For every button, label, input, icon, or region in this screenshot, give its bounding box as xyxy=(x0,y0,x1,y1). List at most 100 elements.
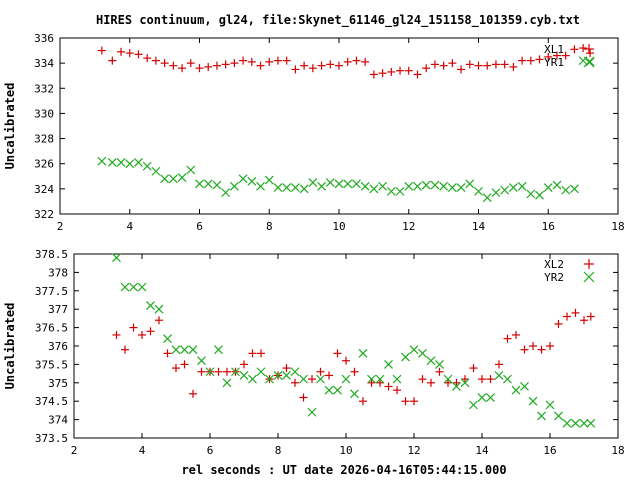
top-xl1-point xyxy=(465,60,474,69)
top-xl1-point xyxy=(396,66,405,75)
bottom-yr2-point xyxy=(197,356,206,366)
bottom-xl2-point xyxy=(163,349,172,358)
top-xl1-point xyxy=(256,61,265,70)
top-yr1-point xyxy=(142,161,152,171)
top-x-tick-label: 14 xyxy=(472,220,486,233)
bottom-xl2-point xyxy=(444,378,452,387)
top-y-tick-label: 324 xyxy=(34,183,54,196)
top-xl1-point xyxy=(300,61,309,70)
bottom-xl2-point xyxy=(308,375,316,384)
top-legend: XL1 YR1 xyxy=(544,43,595,69)
top-xl1-point xyxy=(143,54,152,63)
top-xl1-point xyxy=(535,55,544,64)
top-yr1-point xyxy=(151,166,161,176)
top-yr1-point xyxy=(256,181,265,191)
bottom-legend-label-1: XL2 xyxy=(544,258,564,271)
top-xl1-point xyxy=(552,51,561,60)
bottom-yr2-point xyxy=(273,371,283,380)
top-data-points xyxy=(97,44,595,203)
top-yr1-point xyxy=(299,184,309,194)
top-yr1-point xyxy=(482,193,492,203)
top-xl1-point xyxy=(125,49,134,58)
top-x-tick-label: 16 xyxy=(542,220,555,233)
top-xl1-point xyxy=(239,56,248,65)
top-xl1-point xyxy=(439,61,448,70)
bottom-xl2-point xyxy=(291,378,299,387)
bottom-y-tick-label: 376.5 xyxy=(35,322,68,335)
top-xl1-point xyxy=(97,46,106,55)
bottom-legend: XL2 YR2 xyxy=(544,258,595,284)
top-xl1-point xyxy=(378,69,387,78)
bottom-xl2-point xyxy=(257,349,265,358)
bottom-xl2-point xyxy=(359,397,367,406)
bottom-xl2-point xyxy=(469,364,478,373)
bottom-xl2-point xyxy=(554,319,563,328)
bottom-yr2-point xyxy=(163,334,172,344)
top-yr1-point xyxy=(177,173,187,182)
bottom-y-tick-label: 378 xyxy=(48,266,68,279)
bottom-yr2-point xyxy=(520,382,529,391)
top-yr1-point xyxy=(552,180,562,190)
bottom-yr2-point xyxy=(469,400,478,410)
bottom-xl2-point xyxy=(435,367,444,376)
bottom-xl2-point xyxy=(384,382,393,391)
bottom-yr2-point xyxy=(367,374,376,384)
bottom-x-tick-label: 2 xyxy=(71,444,78,457)
bottom-yr2-point xyxy=(324,385,334,395)
bottom-xl2-point xyxy=(503,334,512,343)
bottom-yr2-point xyxy=(188,345,198,355)
top-x-tick-label: 18 xyxy=(611,220,624,233)
bottom-xl2-point xyxy=(189,389,197,398)
bottom-xl2-point xyxy=(452,378,461,387)
top-yr1-point xyxy=(264,175,274,185)
bottom-plot-panel: Uncalibrated 2 4 6 8 10 12 14 16 18 373.5 374 374.5… xyxy=(3,248,625,477)
bottom-x-tick-label: 6 xyxy=(207,444,214,457)
bottom-yr2-point xyxy=(180,345,189,355)
top-yr1-point xyxy=(212,180,222,190)
top-xl1-point xyxy=(404,66,413,75)
bottom-yr2-point xyxy=(486,393,495,402)
bottom-xl2-point xyxy=(586,312,595,321)
bottom-yr2-point xyxy=(222,378,232,388)
top-yr1-point xyxy=(395,186,405,196)
top-xl1-point xyxy=(413,70,422,79)
bottom-xl2-point xyxy=(393,386,401,395)
top-xl1-point xyxy=(204,62,213,71)
top-yr1-point xyxy=(439,181,449,191)
bottom-xl2-point xyxy=(478,375,486,384)
top-xl1-point xyxy=(134,50,143,59)
top-xl1-point xyxy=(430,60,439,69)
bottom-yr2-point xyxy=(426,356,436,366)
top-yr1-point xyxy=(125,159,135,169)
top-yr1-point xyxy=(386,186,396,196)
top-y-tick-label: 334 xyxy=(34,57,54,70)
top-yr1-point xyxy=(421,180,431,190)
top-xl1-point xyxy=(509,62,518,71)
bottom-yr2-point xyxy=(307,407,317,417)
bottom-yr2-point xyxy=(282,371,291,380)
top-yr1-point xyxy=(535,190,544,200)
bottom-yr2-point xyxy=(231,367,240,377)
bottom-data-points xyxy=(112,253,596,428)
top-yr1-point xyxy=(247,176,257,186)
top-xl1-point xyxy=(544,52,553,61)
top-xl1-point xyxy=(230,59,239,68)
bottom-x-tick-label: 8 xyxy=(275,444,282,457)
top-xl1-point xyxy=(474,61,483,70)
top-yr1-point xyxy=(369,184,379,194)
top-yr1-point xyxy=(585,57,595,67)
top-yr1-point xyxy=(203,179,213,189)
bottom-yr2-point xyxy=(316,374,325,384)
x-axis-label: rel seconds : UT date 2026-04-16T05:44:1… xyxy=(181,463,506,477)
bottom-y-tick-label: 375 xyxy=(48,377,68,390)
top-yr1-point xyxy=(334,179,344,189)
bottom-xl2-point xyxy=(342,356,350,365)
top-yr1-point xyxy=(517,181,527,191)
bottom-xl2-point xyxy=(486,375,495,384)
top-legend-cross-marker xyxy=(583,56,595,68)
top-y-tick-label: 332 xyxy=(34,82,54,95)
bottom-x-tick-label: 12 xyxy=(407,444,420,457)
bottom-xl2-point xyxy=(121,345,129,354)
top-y-tick-label: 336 xyxy=(34,32,54,45)
top-xl1-point xyxy=(570,45,579,54)
